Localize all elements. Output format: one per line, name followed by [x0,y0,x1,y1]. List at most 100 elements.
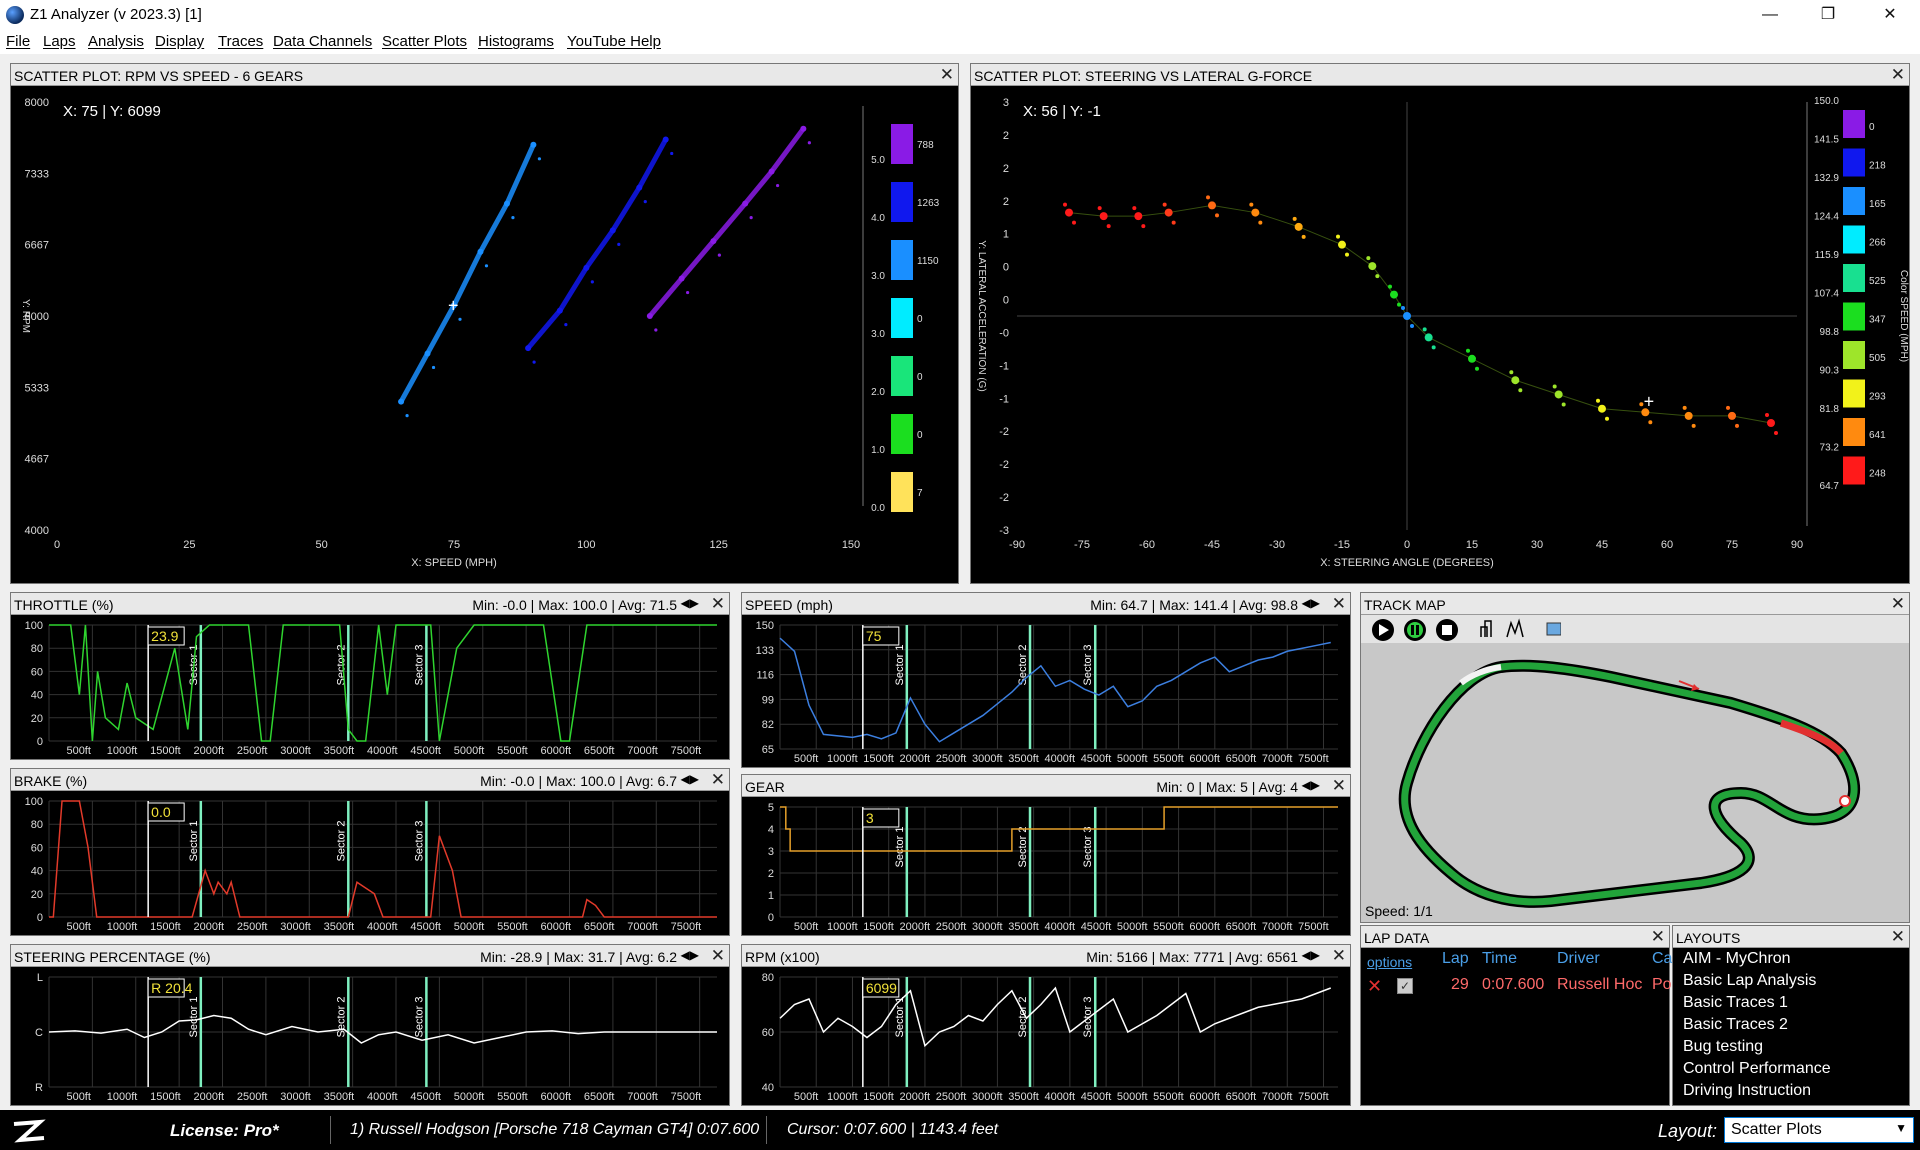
close-button[interactable]: ✕ [1883,6,1897,23]
close-panel-icon[interactable]: ✕ [1331,594,1346,613]
legend-value: 3.0 [871,271,885,282]
close-panel-icon[interactable]: ✕ [1331,776,1346,795]
close-panel-icon[interactable]: ✕ [710,594,725,613]
menu-data-channels[interactable]: Data Channels [273,33,373,50]
brake-trace-chart[interactable]: 100 80 60 40 20 0 500ft 1000ft 1500ft 2000ft 2500f… [11,791,727,933]
close-panel-icon[interactable]: ✕ [939,65,954,84]
x-tick-label: 3500ft [324,921,355,933]
lap-table-row[interactable]: ✕ ✓ 29 0:07.600 Russell Hoc Po [1361,976,1672,998]
scatter-point [1468,354,1476,363]
layout-item[interactable]: AIM - MyChron [1683,950,1791,967]
close-panel-icon[interactable]: ✕ [1890,927,1905,946]
y-axis-label: Y: LATERAL ACCELERATION (G) [976,240,987,392]
scatter-plot-steering-lateral[interactable]: 3 2 2 2 1 0 0 -0 -1 -1 -2 -2 -2 -3-90 -75 -60 -45 -30 -15 0… [971,86,1909,583]
x-tick-label: 4000ft [1044,1091,1075,1103]
menu-scatter-plots[interactable]: Scatter Plots [382,33,468,50]
close-panel-icon[interactable]: ✕ [1650,927,1665,946]
track-map-canvas[interactable] [1361,643,1909,922]
x-tick-label: 4000ft [1044,753,1075,765]
menu-laps[interactable]: Laps [43,33,76,50]
layouts-list: AIM - MyChron Basic Lap Analysis Basic Tra… [1673,950,1909,1105]
bar-chart-icon[interactable] [1480,620,1492,637]
y-tick-label: 150 [756,620,774,632]
scatter-point [646,313,653,319]
expand-arrows-icon[interactable]: ◀▶ [680,772,699,786]
legend-swatch [1843,187,1865,215]
close-panel-icon[interactable]: ✕ [710,770,725,789]
expand-arrows-icon[interactable]: ◀▶ [1301,596,1320,610]
sector-label: Sector 2 [335,997,347,1038]
col-driver[interactable]: Driver [1557,950,1600,967]
scatter-point [1605,416,1609,421]
layout-select-value: Scatter Plots [1731,1121,1822,1138]
throttle-trace-chart[interactable]: 100 80 60 40 20 0 500ft 1000ft 1500ft 2000ft 2500f… [11,615,727,757]
x-tick-label: 5000ft [454,1091,485,1103]
legend-value: 2.0 [871,387,885,398]
menu-file[interactable]: File [6,33,31,50]
menu-analysis[interactable]: Analysis [88,33,144,50]
legend-count: 347 [1869,315,1886,326]
x-tick-label: 1500ft [150,921,181,933]
minimize-button[interactable]: — [1762,6,1778,23]
y-tick-label: 40 [31,690,43,702]
menu-display[interactable]: Display [155,33,205,50]
x-tick-label: 6000ft [541,921,572,933]
throttle-trace-panel: THROTTLE (%) Min: -0.0 | Max: 100.0 | Avg… [10,592,730,760]
x-tick-label: 45 [1596,539,1608,551]
scatter-point [1208,201,1216,210]
layout-item[interactable]: Bug testing [1683,1038,1764,1055]
line-chart-icon[interactable] [1506,618,1524,638]
close-panel-icon[interactable]: ✕ [1890,594,1905,613]
menu-traces[interactable]: Traces [218,33,264,50]
close-panel-icon[interactable]: ✕ [710,946,725,965]
panel-header: GEAR Min: 0 | Max: 5 | Avg: 4 ◀▶ ✕ [742,775,1350,797]
x-tick-label: 5500ft [497,745,528,757]
speed-trace-chart[interactable]: 150 133 116 99 82 65 500ft 1000ft 1500ft 2000ft 25… [742,615,1348,765]
layout-item[interactable]: Basic Lap Analysis [1683,972,1817,989]
expand-arrows-icon[interactable]: ◀▶ [680,596,699,610]
sector-label: Sector 1 [188,997,200,1038]
x-tick-label: 3000ft [280,921,311,933]
close-panel-icon[interactable]: ✕ [1890,65,1905,84]
y-tick-label: 116 [756,670,774,682]
export-icon[interactable] [1546,622,1562,636]
menu-histograms[interactable]: Histograms [478,33,554,50]
col-lap[interactable]: Lap [1442,950,1469,967]
scatter-point [405,414,409,418]
x-tick-label: 125 [709,539,727,551]
delete-lap-icon[interactable]: ✕ [1367,976,1383,996]
panel-stats: Min: -0.0 | Max: 100.0 | Avg: 6.7 [480,773,677,789]
legend-value: 64.7 [1820,481,1840,492]
col-car[interactable]: Ca [1652,950,1673,967]
x-tick-label: 75 [1726,539,1738,551]
col-options[interactable]: options [1367,954,1413,970]
direction-arrow-head [1691,684,1699,691]
expand-arrows-icon[interactable]: ◀▶ [680,948,699,962]
scatter-plot-rpm-speed[interactable]: 4000 4667 5333 6000 6667 7333 8000 0 25 50 75 100 12… [11,86,958,583]
layout-item[interactable]: Basic Traces 2 [1683,1016,1788,1033]
x-tick-label: 1500ft [863,753,894,765]
legend-swatch [891,472,913,512]
x-tick-label: 3500ft [1008,921,1039,933]
layout-item[interactable]: Basic Traces 1 [1683,994,1788,1011]
scatter-point [1397,302,1401,307]
sector-label: Sector 3 [1082,997,1094,1038]
x-tick-label: 3000ft [972,753,1003,765]
layout-select[interactable]: Scatter Plots ▼ [1724,1117,1914,1143]
close-panel-icon[interactable]: ✕ [1331,946,1346,965]
col-time[interactable]: Time [1482,950,1517,967]
legend-count: 1263 [917,198,940,209]
rpm-trace-chart[interactable]: 80 60 40 500ft 1000ft 1500ft 2000ft 2500ft 3000f… [742,967,1348,1103]
lap-visible-checkbox[interactable]: ✓ [1397,978,1413,994]
layout-item[interactable]: Control Performance [1683,1060,1831,1077]
expand-arrows-icon[interactable]: ◀▶ [1301,948,1320,962]
menu-youtube-help[interactable]: YouTube Help [567,33,661,50]
x-tick-label: 6000ft [541,745,572,757]
maximize-button[interactable]: ❐ [1820,6,1836,23]
layout-item[interactable]: Driving Instruction [1683,1082,1812,1099]
expand-arrows-icon[interactable]: ◀▶ [1301,778,1320,792]
gear-trace-chart[interactable]: 5 4 3 2 1 0 500ft 1000ft 1500ft 2000ft 2500ft 3000f… [742,797,1348,933]
legend-value: 1.0 [871,445,885,456]
x-tick-label: 50 [316,539,328,551]
steering-trace-chart[interactable]: L C R 500ft 1000ft 1500ft 2000ft 2500ft 3000ft 35… [11,967,727,1103]
